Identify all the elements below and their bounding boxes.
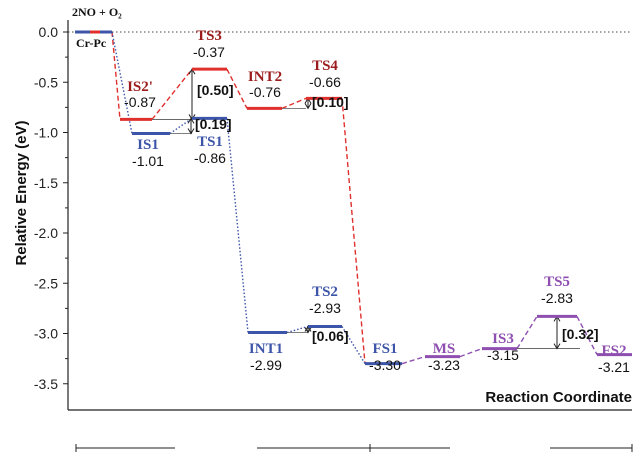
energy-levels [75, 32, 632, 364]
value-label-fs2: -3.21 [598, 359, 630, 375]
value-label-int1: -2.99 [250, 357, 282, 373]
connector-ms-is3 [460, 349, 482, 357]
value-label-is1: -1.01 [132, 153, 164, 169]
reactant-name-label: 2NO + O₂ [72, 5, 122, 19]
connector-reactant-is2p [112, 32, 120, 119]
barrier-arrow-ts1 [188, 118, 194, 133]
y-tick-label: -3.5 [34, 376, 58, 392]
barrier-label-3: [0.10] [312, 94, 349, 110]
y-tick-label: -2.5 [34, 275, 58, 291]
connector-ts4-fs1 [342, 98, 365, 363]
value-label-is3: -3.15 [487, 347, 519, 363]
y-tick-label: -1.0 [34, 125, 58, 141]
state-labels: 2NO + O₂ Cr-Pc IS2'-0.87 TS3-0.37 INT2-0.76 T… [72, 5, 630, 453]
value-label-ts3: -0.37 [193, 44, 225, 60]
value-label-ts4: -0.66 [309, 74, 341, 90]
y-tick-label: -2.0 [34, 225, 58, 241]
y-tick-label: 0.0 [39, 24, 59, 40]
name-label-is1: IS1 [137, 137, 159, 153]
barrier-label-4: [0.06] [312, 328, 349, 344]
barrier-arrow-ts4 [305, 98, 311, 108]
name-label-int1: INT1 [249, 341, 283, 357]
barrier-label-1: [0.50] [197, 82, 234, 98]
connector-is3-ts5 [517, 316, 537, 348]
step-bracket [76, 440, 632, 453]
connector-is1-ts1 [170, 118, 192, 133]
name-label-ts4: TS4 [312, 58, 338, 74]
connector-int2-ts4 [282, 98, 306, 108]
name-label-is2p: IS2' [127, 79, 153, 95]
value-label-fs1: -3.30 [369, 357, 401, 373]
connector-int1-ts2 [287, 326, 308, 332]
barrier-arrow-ts3 [189, 69, 195, 119]
reaction-paths [112, 32, 597, 364]
y-axis-title: Relative Energy (eV) [13, 120, 30, 265]
value-label-ts1: -0.86 [194, 150, 226, 166]
connector-fs1-ms [402, 357, 425, 364]
name-label-ts5: TS5 [544, 274, 570, 290]
value-label-is2p: -0.87 [124, 94, 156, 110]
y-tick-label: -1.5 [34, 175, 58, 191]
barrier-label-2: [0.19] [195, 116, 232, 132]
value-label-ts2: -2.93 [309, 300, 341, 316]
catalyst-name-label: Cr-Pc [76, 36, 107, 50]
name-label-ts3: TS3 [196, 28, 222, 44]
name-label-fs2: FS2 [601, 343, 626, 359]
y-tick-label: -0.5 [34, 74, 58, 90]
connector-is2p-ts3 [152, 69, 192, 119]
connector-ts1-int1 [227, 118, 248, 332]
barrier-label-5: [0.32] [562, 326, 599, 342]
name-label-is3: IS3 [492, 331, 514, 347]
name-label-ms: MS [433, 341, 456, 357]
barrier-arrow-ts5 [554, 316, 560, 348]
name-label-int2: INT2 [248, 69, 282, 85]
x-axis-title: Reaction Coordinate [485, 389, 632, 406]
name-label-fs1: FS1 [372, 341, 397, 357]
name-label-ts1: TS1 [197, 134, 223, 150]
value-label-int2: -0.76 [249, 84, 281, 100]
y-tick-label: -3.0 [34, 326, 58, 342]
name-label-ts2: TS2 [312, 284, 338, 300]
value-label-ts5: -2.83 [541, 290, 573, 306]
value-label-ms: -3.23 [428, 357, 460, 373]
